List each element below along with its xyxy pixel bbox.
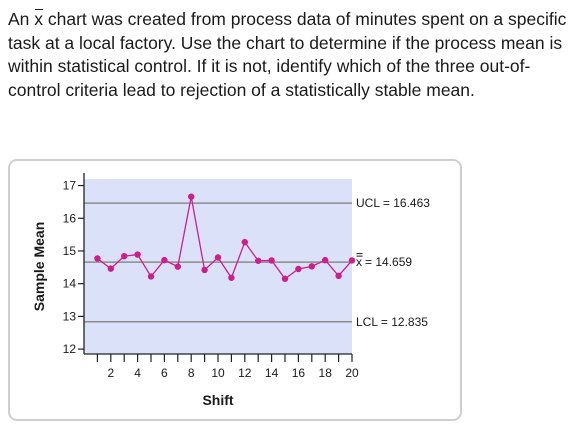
x-bar-chart: 12 13 14 15 16 17 2 4 6 8 10 12 14 16 18 20 Shift Sample … xyxy=(31,173,430,408)
y-tick-label: 13 xyxy=(63,309,77,323)
x-tick-label: 8 xyxy=(188,366,195,380)
sample-mean-point xyxy=(322,256,329,264)
sample-mean-point xyxy=(348,257,356,264)
sample-mean-point xyxy=(201,266,208,274)
x-tick-label: 4 xyxy=(134,366,141,380)
sample-mean-point xyxy=(281,275,289,282)
sample-mean-point xyxy=(214,254,222,261)
x-tick-label: 2 xyxy=(107,366,114,380)
x-tick-label: 14 xyxy=(265,366,279,380)
sample-mean-point xyxy=(107,265,115,272)
question-text: An x chart was created from process data… xyxy=(8,8,572,102)
sample-mean-point xyxy=(94,255,101,262)
x-tick-label: 12 xyxy=(238,366,252,380)
sample-mean-point xyxy=(174,263,181,270)
y-tick-label: 12 xyxy=(63,342,77,356)
x-bar-symbol: x xyxy=(34,8,43,32)
center-symbol: x xyxy=(356,255,362,269)
sample-mean-point xyxy=(121,252,128,260)
x-axis-title: Shift xyxy=(202,392,233,408)
x-tick-label: 10 xyxy=(211,366,225,380)
sample-mean-point xyxy=(335,272,342,280)
lcl-label: LCL = 12.835 xyxy=(356,315,428,329)
question-body: chart was created from process data of m… xyxy=(8,9,567,100)
y-axis-title: Sample Mean xyxy=(31,222,47,311)
x-tick-label: 16 xyxy=(292,366,306,380)
sample-mean-point xyxy=(228,274,235,281)
y-tick-label: 17 xyxy=(63,179,77,193)
ucl-label: UCL = 16.463 xyxy=(356,196,430,210)
sample-mean-point xyxy=(134,251,141,258)
x-tick-label: 18 xyxy=(319,366,333,380)
sample-mean-point xyxy=(161,256,168,264)
sample-mean-point xyxy=(147,273,155,280)
sample-mean-point xyxy=(308,263,315,270)
x-tick-label: 20 xyxy=(345,366,359,380)
sample-mean-point xyxy=(188,193,195,200)
y-tick-label: 14 xyxy=(63,277,77,291)
sample-mean-point xyxy=(268,257,275,264)
x-tick-label: 6 xyxy=(161,366,168,380)
plot-area xyxy=(84,179,352,354)
y-tick-label: 15 xyxy=(63,244,77,258)
sample-mean-point xyxy=(295,265,302,273)
center-label: = 14.659 xyxy=(365,255,412,269)
chart-card: 12 13 14 15 16 17 2 4 6 8 10 12 14 16 18 20 Shift Sample … xyxy=(8,159,462,421)
sample-mean-point xyxy=(241,238,248,246)
sample-mean-point xyxy=(255,257,262,264)
question-prefix: An xyxy=(8,9,35,29)
y-tick-label: 16 xyxy=(63,211,77,225)
